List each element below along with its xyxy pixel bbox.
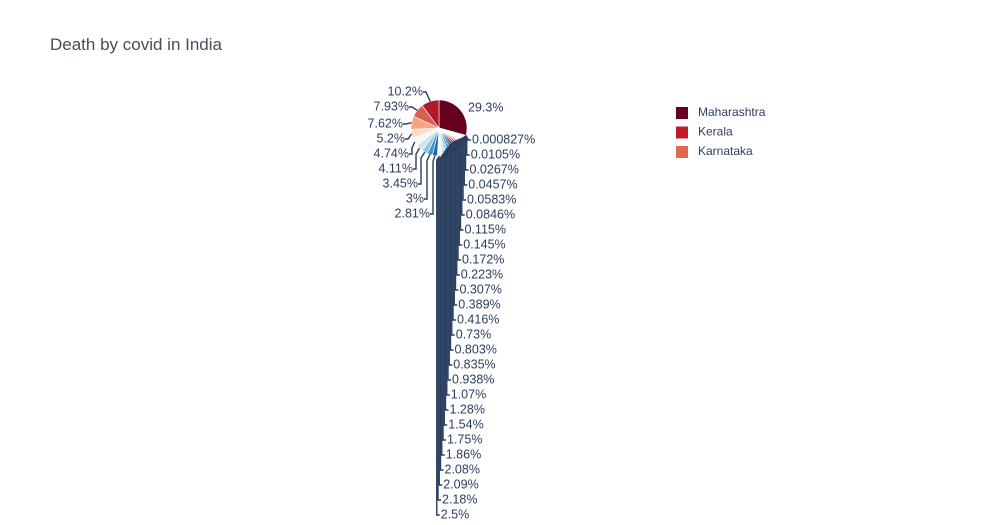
- slice-label: 0.0105%: [471, 147, 520, 161]
- label-leader: [430, 155, 436, 215]
- label-leader: [448, 141, 464, 366]
- label-leader: [441, 151, 454, 456]
- legend-swatch[interactable]: [676, 126, 688, 139]
- slice-label: 0.835%: [453, 357, 495, 371]
- slice-label: 2.81%: [395, 206, 430, 220]
- legend-label[interactable]: Kerala: [698, 125, 733, 139]
- slice-label: 2.5%: [441, 507, 470, 521]
- label-leader: [451, 138, 465, 336]
- slice-label: 2.08%: [445, 462, 480, 476]
- label-leader: [424, 154, 431, 200]
- slice-label: 29.3%: [468, 100, 503, 114]
- label-leader: [447, 142, 463, 381]
- label-leader: [405, 133, 413, 140]
- legend-label[interactable]: Karnataka: [698, 144, 753, 158]
- slice-label: 5.2%: [377, 131, 406, 145]
- slice-label: 0.0267%: [470, 162, 519, 176]
- label-leader: [437, 155, 445, 501]
- label-leader: [449, 139, 465, 351]
- slice-label: 0.73%: [456, 327, 491, 341]
- slice-label: 1.86%: [446, 447, 481, 461]
- slice-label: 3%: [406, 191, 424, 205]
- slice-label: 0.938%: [452, 372, 494, 386]
- slice-label: 7.93%: [374, 99, 409, 113]
- slice-label: 0.803%: [455, 342, 497, 356]
- pie-slice[interactable]: [438, 99, 468, 136]
- slice-label: 1.07%: [451, 387, 486, 401]
- label-leader: [403, 121, 412, 125]
- label-leader: [423, 91, 431, 102]
- label-leader: [443, 147, 459, 426]
- slice-label: 0.000827%: [472, 132, 535, 146]
- slice-label: 4.11%: [378, 161, 413, 175]
- slice-label: 2.09%: [443, 477, 478, 491]
- label-leader: [413, 147, 421, 170]
- slice-label: 0.223%: [461, 267, 503, 281]
- legend-label[interactable]: Maharashtra: [698, 105, 766, 119]
- chart-title: Death by covid in India: [50, 35, 223, 54]
- label-leaders: [403, 91, 471, 516]
- slice-label: 0.0583%: [467, 192, 516, 206]
- slice-label: 2.18%: [442, 492, 477, 506]
- slice-label: 0.172%: [462, 252, 504, 266]
- label-leader: [442, 149, 457, 441]
- legend-swatch[interactable]: [676, 107, 688, 119]
- label-leader: [409, 106, 418, 111]
- slice-label: 0.307%: [460, 282, 502, 296]
- slice-labels: 29.3% 0.000827%0.0105%0.0267%0.0457%0.058…: [368, 84, 536, 521]
- slice-label: 0.115%: [465, 222, 506, 236]
- slice-label: 0.389%: [458, 297, 500, 311]
- slice-label: 3.45%: [383, 176, 418, 190]
- pie-slice[interactable]: [421, 99, 440, 129]
- label-leader: [436, 155, 441, 516]
- legend-swatch[interactable]: [676, 146, 688, 158]
- slice-label: 0.0846%: [466, 207, 515, 221]
- slice-label: 0.0457%: [468, 177, 517, 191]
- label-leader: [444, 145, 461, 411]
- slice-label: 4.74%: [374, 146, 409, 160]
- slice-label: 0.416%: [457, 312, 499, 326]
- slice-label: 10.2%: [388, 84, 423, 98]
- slice-label: 1.75%: [447, 432, 482, 446]
- legend: Maharashtra Kerala Karnataka: [676, 105, 766, 158]
- slice-label: 1.28%: [450, 402, 485, 416]
- slice-label: 1.54%: [448, 417, 483, 431]
- label-leader: [409, 141, 416, 155]
- slice-label: 0.145%: [463, 237, 505, 251]
- label-leader: [418, 151, 426, 185]
- slice-label: 7.62%: [368, 116, 403, 130]
- label-leader: [438, 154, 448, 486]
- label-leader: [446, 143, 462, 396]
